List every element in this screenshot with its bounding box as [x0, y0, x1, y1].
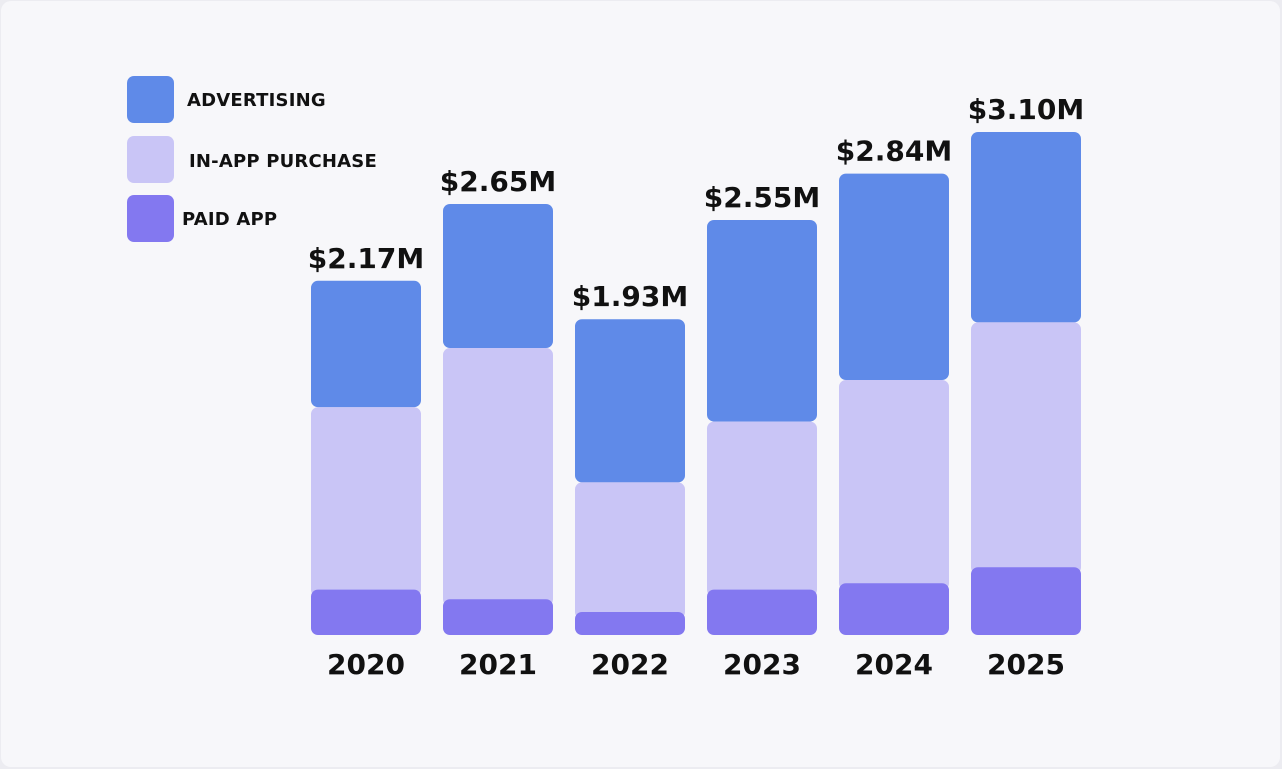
bar-segment-advertising-2021 [443, 204, 553, 348]
legend-label-paid-app: PAID APP [182, 209, 278, 230]
bar-segment-in-app-purchase-2021 [443, 348, 553, 607]
bar-total-label-2024: $2.84M [836, 135, 952, 168]
bar-total-label-2022: $1.93M [572, 280, 688, 313]
bar-segment-in-app-purchase-2020 [311, 407, 421, 597]
bar-segment-paid-app-2023 [707, 589, 817, 635]
bar-segment-advertising-2023 [707, 220, 817, 422]
bar-segment-advertising-2024 [839, 173, 949, 380]
legend-label-advertising: ADVERTISING [187, 90, 326, 111]
bar-segment-paid-app-2020 [311, 589, 421, 635]
bar-group-2021 [443, 204, 553, 635]
bar-group-2023 [707, 220, 817, 635]
bar-group-2024 [839, 173, 949, 635]
bar-total-label-2025: $3.10M [968, 93, 1084, 126]
legend-swatch-advertising [127, 76, 174, 123]
legend-label-in-app-purchase: IN-APP PURCHASE [189, 151, 377, 172]
bar-group-2022 [575, 319, 685, 635]
x-tick-label-2022: 2022 [591, 648, 669, 681]
x-tick-label-2025: 2025 [987, 648, 1065, 681]
x-tick-label-2020: 2020 [327, 648, 405, 681]
bar-total-label-2023: $2.55M [704, 181, 820, 214]
bar-segment-advertising-2020 [311, 280, 421, 408]
bar-segment-in-app-purchase-2022 [575, 482, 685, 619]
bar-segment-paid-app-2024 [839, 583, 949, 635]
bar-segment-paid-app-2021 [443, 599, 553, 635]
bar-group-2025 [971, 132, 1081, 635]
legend-swatch-paid-app [127, 195, 174, 242]
x-tick-label-2024: 2024 [855, 648, 933, 681]
bar-segment-paid-app-2022 [575, 612, 685, 635]
x-tick-label-2021: 2021 [459, 648, 537, 681]
x-tick-label-2023: 2023 [723, 648, 801, 681]
bar-segment-in-app-purchase-2023 [707, 421, 817, 597]
bar-segment-in-app-purchase-2025 [971, 322, 1081, 575]
legend-swatch-in-app-purchase [127, 136, 174, 183]
bar-segment-in-app-purchase-2024 [839, 380, 949, 591]
bar-segment-paid-app-2025 [971, 567, 1081, 635]
bar-segment-advertising-2025 [971, 132, 1081, 323]
bar-segment-advertising-2022 [575, 319, 685, 483]
bar-group-2020 [311, 280, 421, 635]
bar-total-label-2021: $2.65M [440, 165, 556, 198]
bar-total-label-2020: $2.17M [308, 242, 424, 275]
